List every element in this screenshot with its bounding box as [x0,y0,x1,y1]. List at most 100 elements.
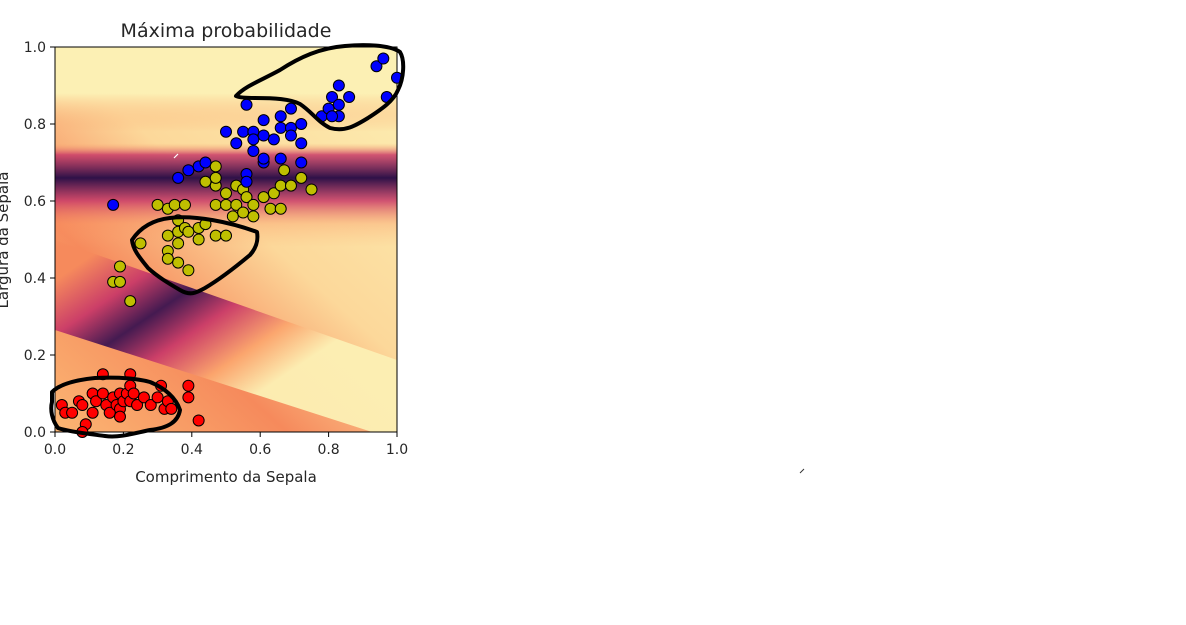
scatter-point-series-3 [240,175,253,188]
chart-title: Máxima probabilidade [121,20,332,42]
x-tick-label: 0.0 [44,442,66,458]
scatter-point-series-3 [377,52,390,65]
scatter-point-series-1 [151,391,164,404]
x-axis-ticks: 0.0 0.2 0.4 0.6 0.8 1.0 [44,432,408,458]
scatter-point-series-3 [247,144,260,157]
stray-mark-2 [799,468,805,474]
scatter-point-series-3 [257,152,270,165]
scatter-point-series-1 [90,395,103,408]
y-tick-label: 0.8 [24,117,46,133]
scatter-point-series-2 [113,275,126,288]
scatter-point-series-2 [209,171,222,184]
x-tick-label: 0.8 [317,442,339,458]
scatter-point-series-3 [370,60,383,73]
scatter-point-series-1 [76,399,89,412]
scatter-point-series-3 [284,129,297,142]
annotation-outline-top-right [234,43,406,132]
scatter-point-series-2 [161,252,174,265]
scatter-point-series-2 [182,225,195,238]
scatter-point-series-2 [274,202,287,215]
scatter-point-series-2 [209,229,222,242]
scatter-point-series-3 [247,133,260,146]
x-tick-label: 0.2 [112,442,134,458]
scatter-point-series-2 [230,198,243,211]
scatter-point-series-3 [182,164,195,177]
scatter-point-series-3 [295,137,308,150]
scatter-point-series-3 [274,121,287,134]
x-tick-label: 0.4 [181,442,203,458]
scatter-point-series-2 [209,198,222,211]
scatter-point-series-3 [237,125,250,138]
scatter-point-series-2 [240,191,253,204]
scatter-point-series-2 [182,264,195,277]
x-tick-label: 0.6 [249,442,271,458]
y-tick-label: 0.6 [24,194,46,210]
scatter-point-series-3 [240,98,253,111]
scatter-point-series-1 [103,406,116,419]
scatter-point-series-3 [295,156,308,169]
scatter-point-series-1 [144,399,157,412]
scatter-point-series-1 [182,379,195,392]
scatter-point-series-2 [220,198,232,211]
scatter-point-series-2 [237,206,250,219]
annotation-outline-middle [130,215,260,296]
scatter-point-series-1 [96,387,109,400]
scatter-point-series-1 [165,402,178,415]
scatter-point-series-3 [230,137,243,150]
scatter-point-series-1 [182,391,195,404]
plot-frame [54,46,398,433]
scatter-point-series-3 [295,118,308,130]
x-tick-label: 1.0 [386,442,408,458]
scatter-point-series-2 [267,187,280,200]
scatter-point-series-2 [284,179,297,192]
scatter-point-series-2 [220,229,232,242]
stray-mark [173,153,179,159]
scatter-point-series-3 [274,152,287,165]
scatter-point-series-3 [107,198,120,211]
scatter-point-series-3 [267,133,280,146]
annotation-outline-bottom-left [49,375,182,439]
scatter-point-series-3 [343,91,356,104]
scatter-point-series-2 [247,210,260,223]
scatter-point-series-2 [305,183,318,196]
scatter-point-series-1 [131,399,144,412]
scatter-point-series-2 [278,164,291,177]
scatter-point-series-3 [199,156,212,169]
scatter-point-series-2 [134,237,147,250]
scatter-point-series-3 [332,79,345,92]
y-tick-label: 0.0 [24,425,46,441]
scatter-point-series-2 [257,191,270,204]
scatter-points [55,52,403,438]
scatter-point-series-2 [113,260,126,273]
scatter-point-series-2 [199,175,212,188]
scatter-point-series-2 [247,198,260,211]
y-axis-ticks: 0.0 0.2 0.4 0.6 0.8 1.0 [24,40,55,441]
scatter-point-series-3 [220,125,232,138]
scatter-point-series-2 [264,202,277,215]
scatter-point-series-2 [274,179,287,192]
scatter-point-series-1 [137,391,150,404]
scatter-point-series-1 [127,387,140,400]
scatter-point-series-2 [124,295,137,308]
scatter-point-series-2 [168,198,181,211]
scatter-point-series-3 [257,114,270,127]
y-tick-label: 1.0 [24,40,46,56]
scatter-point-series-3 [326,110,339,123]
scatter-point-series-2 [220,187,232,200]
scatter-point-series-2 [172,256,185,269]
annotations [49,43,406,439]
scatter-point-series-3 [172,171,185,184]
y-tick-label: 0.4 [24,271,46,287]
scatter-point-series-3 [332,98,345,111]
scatter-point-series-1 [113,410,126,423]
scatter-point-series-1 [86,406,99,419]
scatter-point-series-2 [209,160,222,173]
scatter-point-series-3 [257,129,270,142]
scatter-point-series-2 [172,237,185,250]
y-tick-label: 0.2 [24,348,46,364]
scatter-point-series-3 [326,91,339,104]
scatter-point-series-2 [226,210,239,223]
heatmap-background [55,47,397,432]
scatter-point-series-2 [295,171,308,184]
